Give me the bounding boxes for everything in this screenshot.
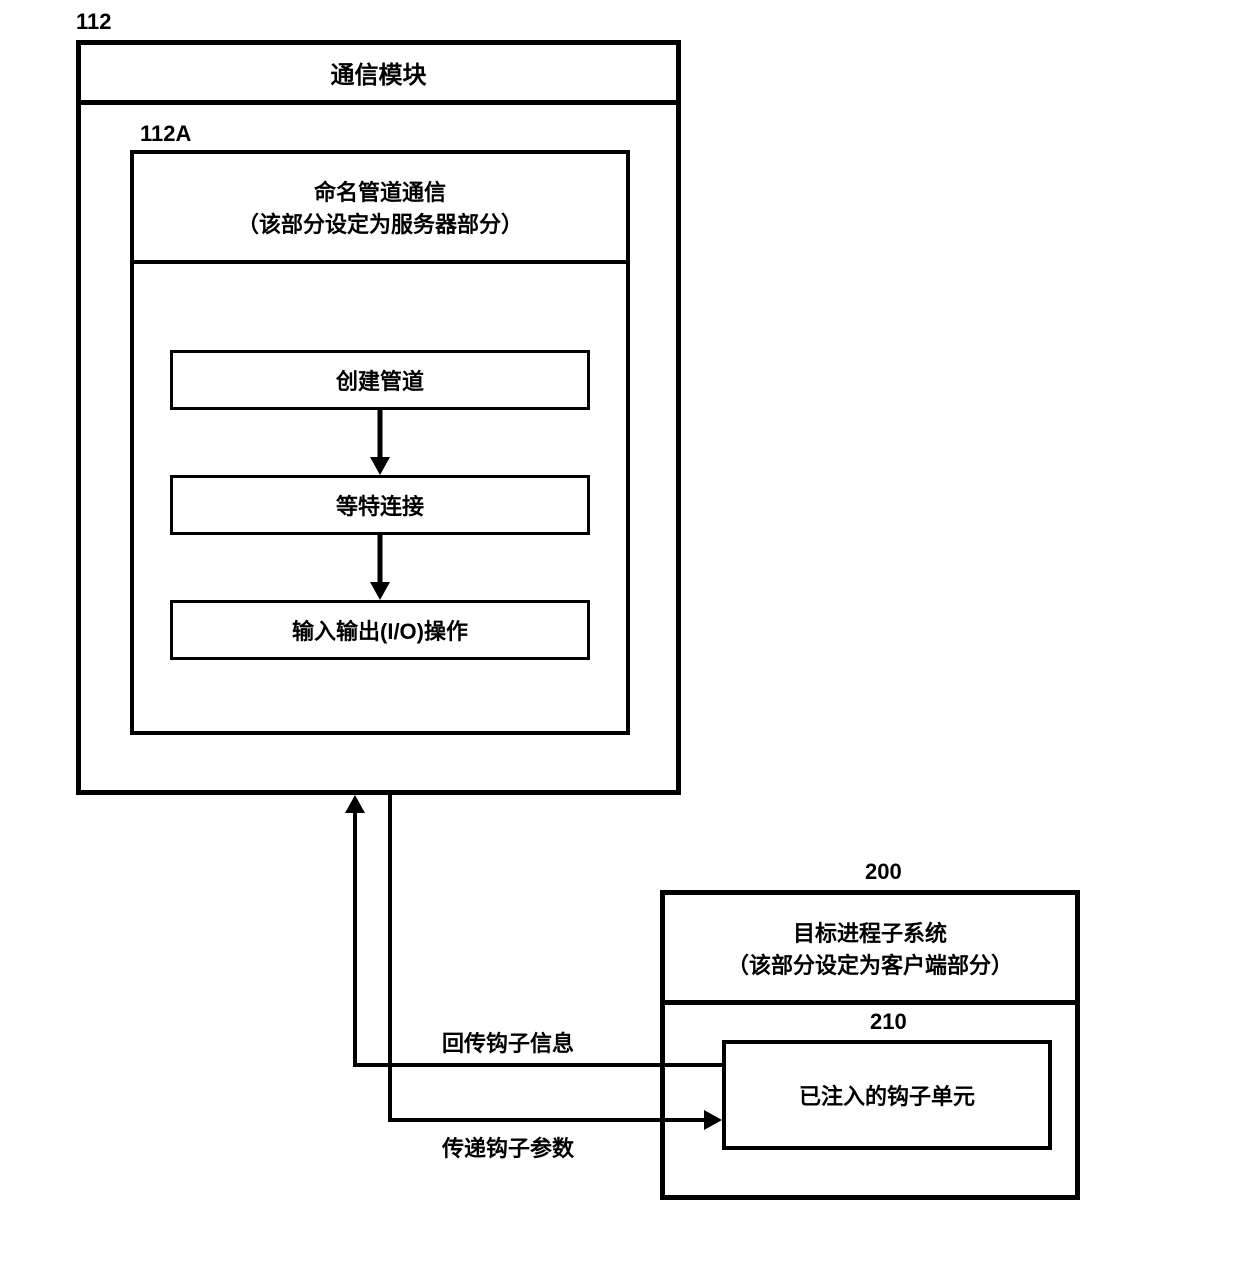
module-200-title-2: （该部分设定为客户端部分） xyxy=(727,948,1013,980)
module-112a-title-2: （该部分设定为服务器部分） xyxy=(237,207,523,239)
module-200-id: 200 xyxy=(865,858,902,887)
module-112-id: 112 xyxy=(76,8,112,37)
module-112a-header: 命名管道通信 （该部分设定为服务器部分） xyxy=(134,154,626,264)
edge-return-label: 回传钩子信息 xyxy=(442,1030,574,1059)
module-200-title-1: 目标进程子系统 xyxy=(793,916,947,948)
step-io-op: 输入输出(I/O)操作 xyxy=(170,600,590,660)
module-200-header: 目标进程子系统 （该部分设定为客户端部分） xyxy=(665,895,1075,1005)
arrow-step1-step2 xyxy=(370,410,390,475)
module-210-id: 210 xyxy=(870,1008,907,1037)
module-112-header: 通信模块 xyxy=(81,45,676,105)
step-create-pipe: 创建管道 xyxy=(170,350,590,410)
step-wait-connect: 等特连接 xyxy=(170,475,590,535)
module-112a-id: 112A xyxy=(140,120,191,149)
module-210-box: 已注入的钩子单元 xyxy=(722,1040,1052,1150)
edge-pass-label: 传递钩子参数 xyxy=(442,1135,574,1164)
module-112a-title-1: 命名管道通信 xyxy=(314,175,446,207)
arrow-step2-step3 xyxy=(370,535,390,600)
